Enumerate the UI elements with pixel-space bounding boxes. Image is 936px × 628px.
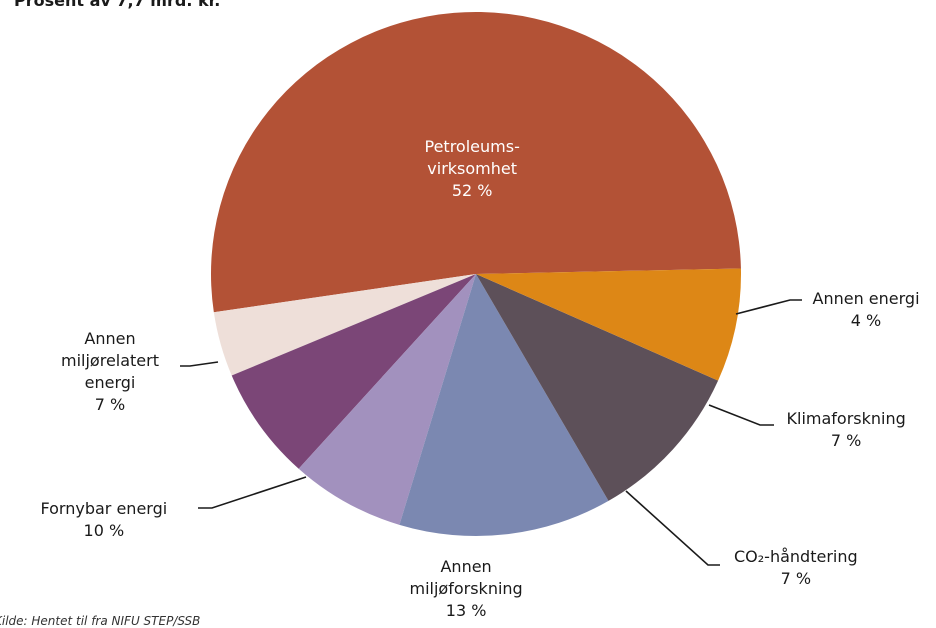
slice-value-label: 7 % xyxy=(830,431,862,450)
slice-label-line: Fornybar energi xyxy=(40,499,168,518)
slice-label-line: energi xyxy=(84,373,136,392)
slice-value-label: 52 % xyxy=(451,181,493,200)
slice-value-label: 7 % xyxy=(780,569,812,588)
leader-line xyxy=(735,299,802,315)
slice-label-line: Klimaforskning xyxy=(786,409,906,428)
slice-label-line: Annen xyxy=(84,329,136,348)
leader-line xyxy=(180,361,219,367)
slice-value-label: 13 % xyxy=(445,601,487,620)
chart-source: Kilde: Hentet til fra NIFU STEP/SSB xyxy=(0,614,201,628)
slice-label: Annen miljørelatert energi 7 % xyxy=(61,328,159,416)
pie-slice xyxy=(476,274,719,501)
slice-label-line: CO₂-håndtering xyxy=(734,547,858,566)
pie-slice xyxy=(231,274,476,469)
slice-label-line: Annen energi xyxy=(812,289,920,308)
slice-label: Petroleums-virksomhet 52 % xyxy=(425,136,520,202)
slice-label: Annen miljøforskning 13 % xyxy=(410,556,523,622)
slice-label: Annen energi 4 % xyxy=(813,288,920,332)
slice-label-line: miljørelatert xyxy=(61,351,159,370)
slice-label-line: Annen xyxy=(440,557,492,576)
slice-value-label: 10 % xyxy=(83,521,125,540)
pie-slice xyxy=(399,274,609,537)
slice-label: Fornybar energi 10 % xyxy=(41,498,168,542)
pie-slice xyxy=(476,268,741,381)
leader-line xyxy=(198,476,307,509)
pie-slice xyxy=(213,274,476,376)
leader-line xyxy=(625,490,720,566)
slice-label: Klimaforskning 7 % xyxy=(787,408,906,452)
chart-subtitle: Prosent av 7,7 mrd. kr. xyxy=(14,0,221,10)
slice-label: CO₂-håndtering 7 % xyxy=(734,546,858,590)
slice-value-label: 4 % xyxy=(850,311,882,330)
leader-line xyxy=(708,404,774,426)
pie-slice xyxy=(298,274,476,525)
slice-label-line: Petroleums- xyxy=(424,137,520,156)
slice-label-line: miljøforskning xyxy=(409,579,523,598)
slice-label-line: virksomhet xyxy=(427,159,518,178)
slice-value-label: 7 % xyxy=(94,395,126,414)
pie-slice xyxy=(210,12,741,313)
